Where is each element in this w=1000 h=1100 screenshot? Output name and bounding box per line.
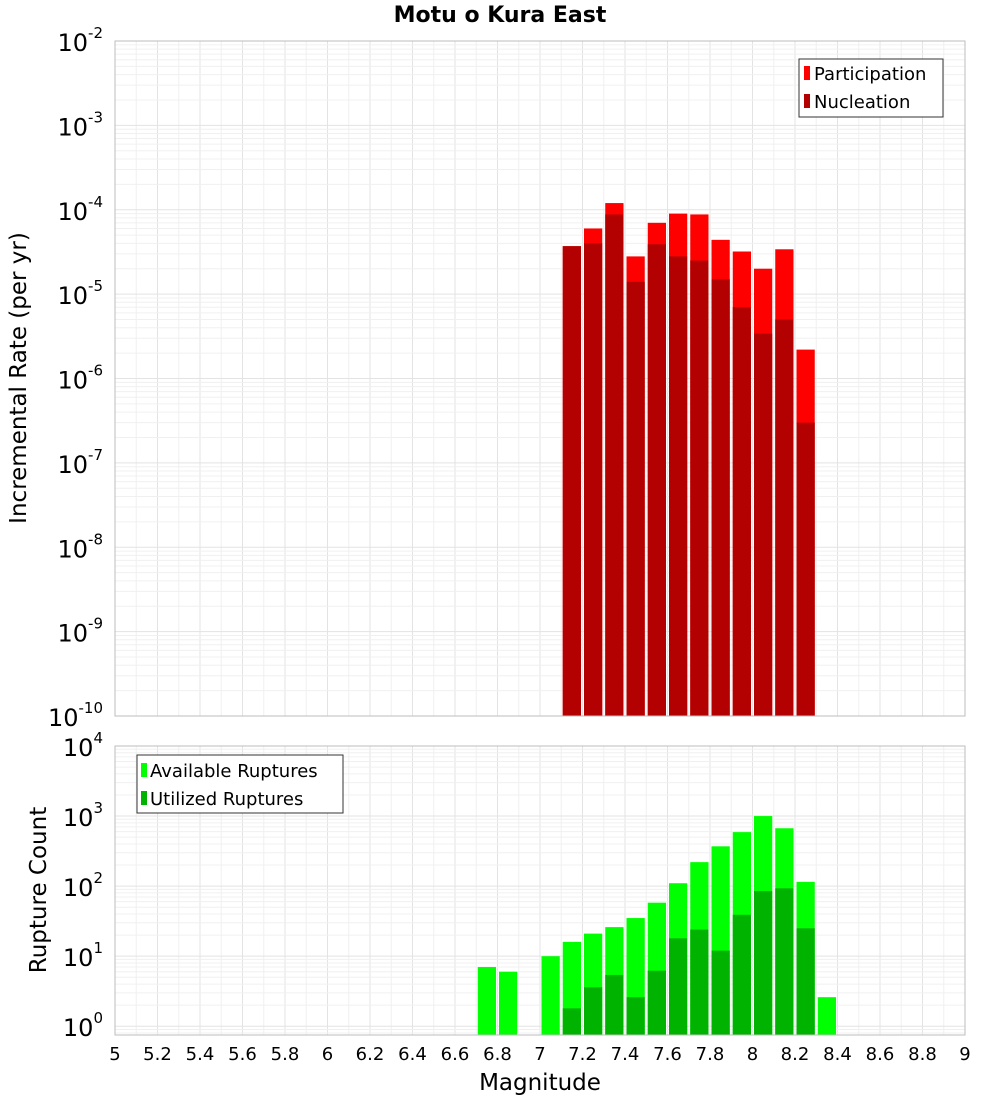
- legend-swatch-utilized: [141, 791, 147, 805]
- top-panel-bars: [562, 203, 815, 717]
- bar-nucleation: [584, 243, 603, 717]
- x-tick-label: 7.8: [696, 1044, 725, 1065]
- bar-utilized-ruptures: [690, 929, 709, 1035]
- bar-utilized-ruptures: [669, 938, 688, 1035]
- bar-available-ruptures: [477, 967, 496, 1035]
- x-tick-label: 6: [322, 1044, 333, 1065]
- bar-nucleation: [754, 333, 773, 716]
- legend-label-utilized-ruptures: Utilized Ruptures: [150, 789, 303, 810]
- bar-nucleation: [711, 279, 730, 716]
- y-tick-label: 10-3: [57, 108, 103, 141]
- bar-utilized-ruptures: [775, 888, 794, 1035]
- bar-nucleation: [732, 307, 751, 716]
- x-axis-label: Magnitude: [479, 1070, 601, 1096]
- bottom-legend: Available Ruptures Utilized Ruptures: [136, 754, 344, 814]
- y-tick-label: 10-5: [57, 277, 103, 310]
- y-tick-label: 102: [63, 869, 103, 902]
- bar-utilized-ruptures: [711, 950, 730, 1035]
- x-tick-label: 9: [959, 1044, 970, 1065]
- bar-utilized-ruptures: [754, 891, 773, 1035]
- y-tick-label: 104: [63, 729, 103, 762]
- legend-label-participation: Participation: [814, 64, 926, 85]
- top-legend: Participation Nucleation: [798, 58, 944, 118]
- top-plot-frame: [114, 40, 966, 717]
- bottom-legend-box: [136, 754, 344, 814]
- x-tick-label: 8.6: [866, 1044, 895, 1065]
- bar-nucleation: [669, 256, 688, 716]
- x-tick-label: 6.2: [356, 1044, 385, 1065]
- bar-utilized-ruptures: [562, 1008, 581, 1035]
- y-tick-label: 10-2: [57, 24, 103, 57]
- legend-swatch-available: [141, 763, 147, 777]
- x-tick-label: 8: [747, 1044, 758, 1065]
- x-tick-label: 6.6: [441, 1044, 470, 1065]
- x-tick-label: 5.6: [228, 1044, 257, 1065]
- bar-available-ruptures: [817, 997, 836, 1035]
- bar-nucleation: [647, 244, 666, 717]
- bar-utilized-ruptures: [732, 914, 751, 1035]
- y-tick-label: 10-10: [48, 699, 103, 732]
- top-y-tick-labels: 10-2 10-3 10-4 10-5 10-6 10-7 10-8 10-9 10-10: [48, 24, 103, 732]
- x-tick-label: 8.2: [781, 1044, 810, 1065]
- x-tick-label: 5.8: [271, 1044, 300, 1065]
- x-tick-label: 7.6: [653, 1044, 682, 1065]
- bottom-y-axis-label: Rupture Count: [26, 807, 52, 973]
- y-tick-label: 100: [63, 1009, 103, 1042]
- x-tick-label: 6.8: [483, 1044, 512, 1065]
- chart-title: Motu o Kura East: [394, 3, 607, 28]
- bar-nucleation: [796, 422, 815, 716]
- x-tick-label: 5.4: [186, 1044, 215, 1065]
- bar-nucleation: [626, 281, 645, 716]
- x-tick-label: 7: [534, 1044, 545, 1065]
- top-legend-box: [798, 58, 944, 118]
- bar-utilized-ruptures: [796, 928, 815, 1035]
- legend-swatch-nucleation: [804, 94, 810, 108]
- x-tick-label: 5.2: [143, 1044, 172, 1065]
- bar-nucleation: [690, 260, 709, 716]
- x-tick-label: 7.2: [568, 1044, 597, 1065]
- bar-available-ruptures: [541, 956, 560, 1035]
- bottom-panel-bars: [477, 816, 836, 1035]
- y-tick-label: 10-4: [57, 193, 103, 226]
- y-tick-label: 103: [63, 799, 103, 832]
- y-tick-label: 101: [63, 939, 103, 972]
- bar-utilized-ruptures: [605, 974, 624, 1035]
- x-tick-label: 8.8: [908, 1044, 937, 1065]
- y-tick-label: 10-6: [57, 362, 103, 395]
- bottom-plot-frame: [114, 745, 966, 1036]
- bottom-panel-grid: [114, 745, 966, 1035]
- bottom-y-tick-labels: 104 103 102 101 100: [63, 729, 103, 1042]
- bar-utilized-ruptures: [626, 997, 645, 1035]
- y-tick-label: 10-8: [57, 530, 103, 563]
- y-tick-label: 10-7: [57, 446, 103, 479]
- x-tick-label: 5: [109, 1044, 120, 1065]
- bar-nucleation: [605, 214, 624, 717]
- x-tick-labels: 5 5.2 5.4 5.6 5.8 6 6.2 6.4 6.6 6.8 7 7.2 7.4 7.6 7.8 8…: [109, 1044, 970, 1065]
- legend-swatch-participation: [804, 66, 810, 80]
- x-tick-label: 7.4: [611, 1044, 640, 1065]
- bar-utilized-ruptures: [647, 970, 666, 1035]
- top-y-axis-label: Incremental Rate (per yr): [6, 232, 32, 524]
- legend-label-available-ruptures: Available Ruptures: [150, 761, 318, 782]
- x-tick-label: 6.4: [398, 1044, 427, 1065]
- bar-utilized-ruptures: [584, 987, 603, 1035]
- bar-available-ruptures: [499, 971, 518, 1035]
- bar-nucleation: [775, 319, 794, 716]
- legend-label-nucleation: Nucleation: [814, 92, 910, 113]
- top-panel-grid: [114, 40, 966, 717]
- x-tick-label: 8.4: [823, 1044, 852, 1065]
- bar-nucleation: [562, 246, 581, 716]
- y-tick-label: 10-9: [57, 615, 103, 648]
